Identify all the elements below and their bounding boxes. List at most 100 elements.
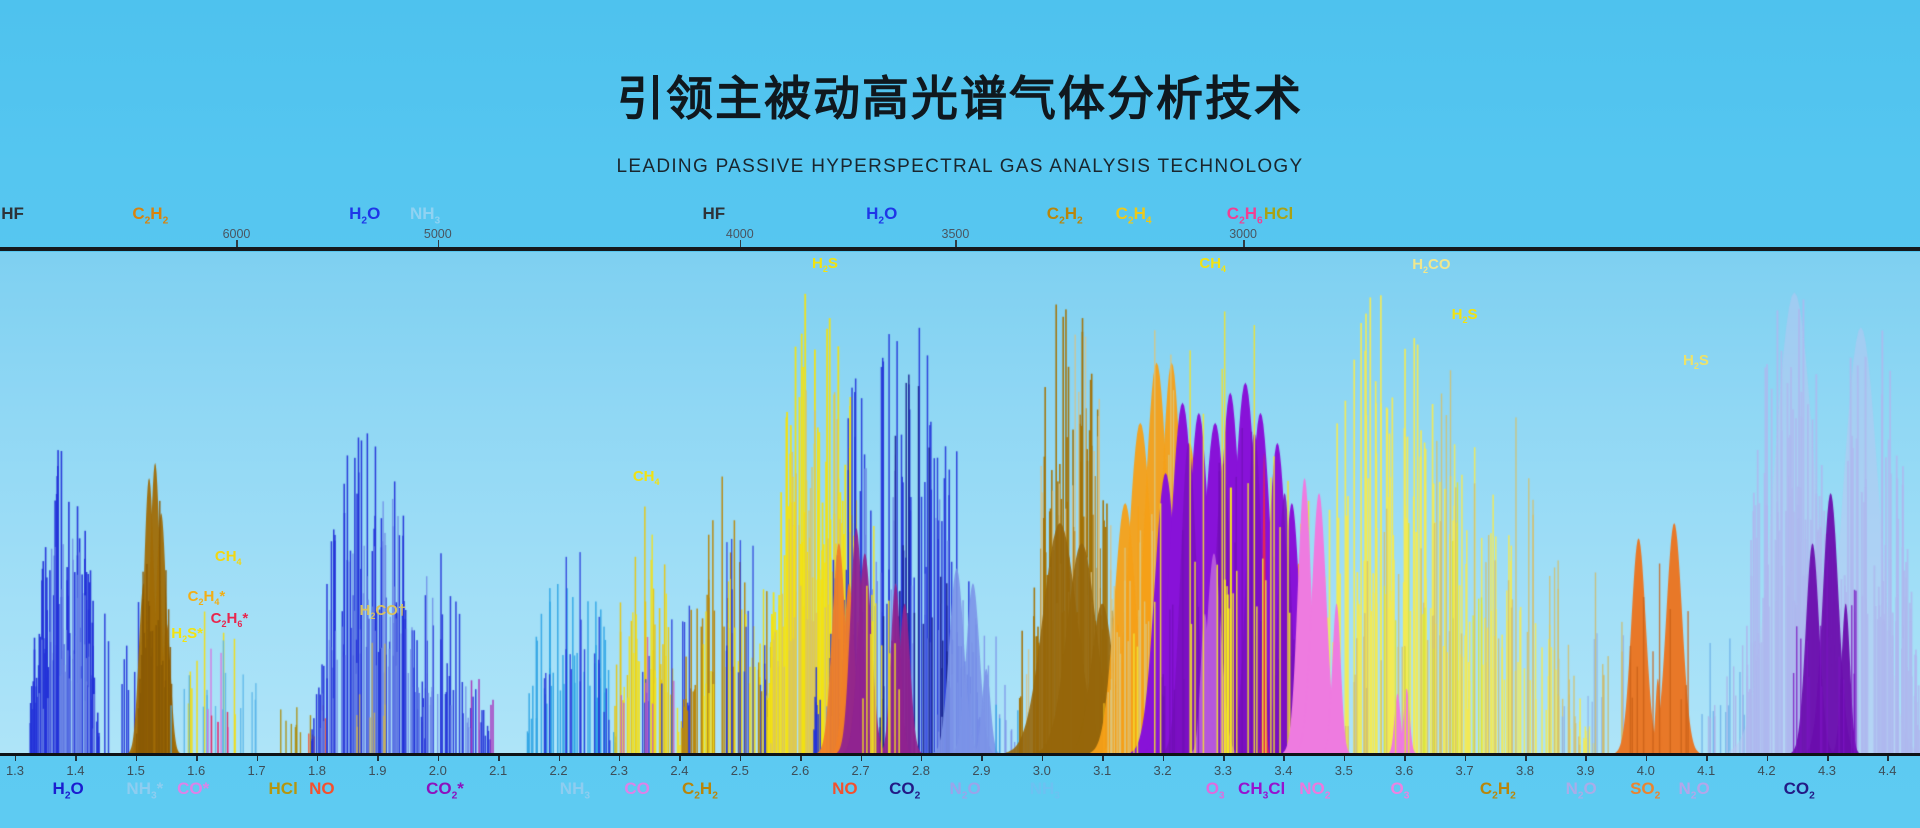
wavelength-tick-label: 3.0 <box>1032 763 1051 778</box>
bottom-gas-label-costar: CO* <box>177 779 210 798</box>
wavelength-tick-label: 4.1 <box>1697 763 1716 778</box>
wavelength-tick-label: 3.1 <box>1093 763 1112 778</box>
top-gas-label-h2o: H2O <box>349 204 381 227</box>
wavelength-tick-mark <box>618 756 621 761</box>
plot-annotation-h2co: H2CO† <box>359 602 407 621</box>
wavelength-tick-label: 4.3 <box>1817 763 1837 778</box>
top-gas-label-hcl: HCl <box>1263 204 1294 223</box>
wavenumber-tick-mark <box>955 240 957 247</box>
wavenumber-tick-label: 4000 <box>725 227 754 241</box>
wavelength-tick-label: 2.0 <box>428 763 447 778</box>
wavelength-tick-label: 3.4 <box>1274 763 1293 778</box>
page-subtitle: LEADING PASSIVE HYPERSPECTRAL GAS ANALYS… <box>616 156 1304 177</box>
top-gas-label-c2h2: C2H2 <box>1046 204 1083 227</box>
plot-annotation-h2co: H2CO <box>1412 256 1451 275</box>
wavelength-tick-mark <box>135 756 138 761</box>
wavelength-tick-mark <box>679 756 681 761</box>
wavelength-tick-mark <box>316 756 319 761</box>
wavelength-tick-label: 1.5 <box>126 763 145 778</box>
wavelength-tick-label: 2.9 <box>972 763 991 778</box>
bottom-gas-label-h2o: H2O <box>52 779 84 802</box>
wavenumber-tick-label: 5000 <box>423 227 452 241</box>
wavelength-tick-mark <box>1585 756 1587 761</box>
plot-annotation-h2s: H2S <box>1682 352 1709 371</box>
plot-annotation-h2s: H2S <box>812 255 838 274</box>
bottom-axis-line <box>0 753 1920 756</box>
wavenumber-tick-label: 3500 <box>941 227 970 241</box>
wavelength-tick-label: 1.6 <box>187 763 206 778</box>
plot-annotation-h2s: H2S <box>1451 306 1478 325</box>
wavenumber-tick-label: 3000 <box>1229 227 1258 241</box>
wavelength-tick-mark <box>1706 756 1708 761</box>
wavelength-tick-label: 4.0 <box>1636 763 1655 778</box>
wavenumber-tick-mark <box>1243 240 1245 247</box>
wavenumber-tick-mark <box>739 240 742 247</box>
wavelength-tick-mark <box>498 756 500 761</box>
wavelength-tick-label: 1.9 <box>368 763 387 778</box>
wavelength-tick-mark <box>981 756 983 761</box>
wavelength-tick-mark <box>739 756 742 761</box>
wavelength-tick-label: 1.3 <box>5 763 25 778</box>
wavelength-tick-mark <box>800 756 802 761</box>
wavelength-tick-label: 2.5 <box>730 763 749 778</box>
wavelength-tick-label: 3.5 <box>1334 763 1353 778</box>
wavelength-tick-mark <box>1525 756 1527 761</box>
wavelength-tick-label: 2.2 <box>549 763 568 778</box>
wavelength-tick-label: 2.6 <box>791 763 810 778</box>
wavelength-tick-label: 1.4 <box>66 763 85 778</box>
top-axis-line <box>0 247 1920 251</box>
bottom-gas-label-n2o: N2O <box>1678 779 1710 802</box>
wavelength-tick-mark <box>256 756 259 761</box>
bottom-gas-label-nh3: NH3 <box>1029 779 1060 802</box>
plot-annotation-ch4: CH4 <box>214 548 242 567</box>
wavelength-tick-label: 3.9 <box>1576 763 1595 778</box>
bottom-gas-label-o3: O3 <box>1390 779 1410 802</box>
bottom-gas-label-n2o: N2O <box>1565 779 1597 802</box>
wavelength-tick-mark <box>1223 756 1225 761</box>
top-gas-label-hf: HF <box>1 204 24 223</box>
bottom-gas-label-co2star: CO2* <box>426 779 464 802</box>
wavelength-tick-label: 2.3 <box>609 763 629 778</box>
wavelength-tick-mark <box>196 756 198 761</box>
wavenumber-tick-mark <box>437 240 440 247</box>
bottom-gas-label-c2h2: C2H2 <box>681 779 718 802</box>
bottom-gas-label-n2o: N2O <box>949 779 981 802</box>
bottom-gas-label-co: CO <box>624 779 650 798</box>
wavelength-tick-mark <box>14 756 17 761</box>
plot-annotation-h2s: H2S* <box>171 625 203 644</box>
wavelength-tick-mark <box>1283 756 1285 761</box>
wavelength-tick-mark <box>1162 756 1165 761</box>
wavenumber-tick-label: 6000 <box>222 227 251 241</box>
wavelength-tick-mark <box>920 756 923 761</box>
wavelength-tick-label: 2.4 <box>670 763 689 778</box>
wavelength-tick-mark <box>1041 756 1044 761</box>
top-gas-label-c2h4: C2H4 <box>1115 204 1152 227</box>
wavelength-tick-label: 4.4 <box>1878 763 1897 778</box>
wavelength-tick-label: 1.8 <box>307 763 327 778</box>
top-gas-label-h2o: H2O <box>866 204 898 227</box>
wavelength-tick-label: 1.7 <box>247 763 266 778</box>
bottom-gas-label-ch3cl: CH3Cl <box>1238 779 1286 802</box>
bottom-gas-label-nh3star: NH3* <box>126 779 164 802</box>
top-gas-label-hf: HF <box>702 204 726 223</box>
wavelength-tick-mark <box>1766 756 1769 761</box>
wavelength-tick-mark <box>437 756 440 761</box>
plot-annotation-c2h4: C2H4* <box>187 588 226 607</box>
wavelength-tick-label: 4.2 <box>1757 763 1776 778</box>
wavelength-tick-mark <box>1887 756 1889 761</box>
wavelength-tick-mark <box>377 756 379 761</box>
wavelength-tick-mark <box>1102 756 1104 761</box>
bottom-gas-label-no: NO <box>832 779 858 798</box>
wavelength-tick-mark <box>1404 756 1406 761</box>
plot-annotation-c2h6: C2H6* <box>210 610 249 629</box>
bottom-gas-label-o3: O3 <box>1205 779 1225 802</box>
bottom-gas-label-co2: CO2 <box>889 779 921 802</box>
bottom-gas-label-hcl: HCl <box>268 779 298 798</box>
wavelength-tick-label: 3.3 <box>1213 763 1233 778</box>
top-gas-label-c2h6: C2H6 <box>1226 204 1263 227</box>
wavenumber-tick-mark <box>236 240 238 247</box>
page-title: 引领主被动高光谱气体分析技术 <box>617 72 1303 125</box>
wavelength-tick-mark <box>75 756 77 761</box>
wavelength-tick-label: 2.1 <box>489 763 508 778</box>
